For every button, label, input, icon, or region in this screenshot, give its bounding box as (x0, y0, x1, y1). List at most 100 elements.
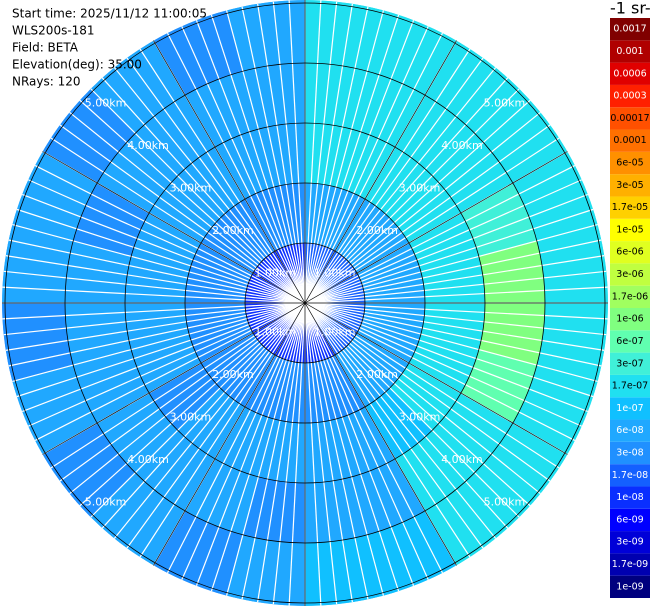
colorbar-cell (610, 285, 650, 308)
colorbar-cell (610, 151, 650, 175)
header-line: WLS200s-181 (12, 24, 95, 38)
colorbar-cell (610, 129, 650, 152)
ray-gap (304, 99, 531, 304)
ray-gap (79, 99, 306, 304)
ray-gap (241, 6, 306, 304)
colorbar-label: 6e-05 (616, 158, 643, 169)
ray-gap (113, 302, 306, 539)
ray-gap (27, 179, 306, 304)
ray-gap (304, 193, 589, 304)
ray-gap (101, 302, 306, 529)
range-label: 1.00km (314, 326, 356, 339)
colorbar-label: 3e-07 (616, 358, 643, 369)
colorbar-cell (610, 107, 650, 130)
ray-gap (304, 88, 520, 304)
ray-gap (304, 302, 415, 587)
range-label: 4.00km (127, 453, 169, 466)
range-ring (184, 182, 426, 424)
ray-gap (304, 10, 385, 304)
range-label: 2.00km (356, 224, 398, 237)
spoke (304, 40, 457, 304)
ray-gap (288, 0, 306, 304)
colorbar-label: 6e-07 (616, 336, 643, 347)
colorbar-label: 0.0001 (613, 135, 646, 146)
ray-gap (304, 302, 484, 549)
ray-gap (12, 223, 306, 304)
ray-gap (304, 302, 605, 351)
range-label: 3.00km (399, 411, 441, 424)
colorbar-label: 1e-05 (616, 224, 643, 235)
ray-gap (304, 302, 583, 427)
colorbar-label: 6e-08 (616, 425, 643, 436)
ray-gap (69, 302, 306, 495)
range-ring (64, 62, 546, 544)
range-label: 4.00km (441, 139, 483, 152)
ray-gap (304, 48, 471, 304)
ray-gap (126, 302, 306, 549)
ray-gap (257, 3, 306, 304)
range-label: 5.00km (85, 97, 127, 110)
ray-gap (101, 77, 306, 304)
ray-gap (304, 77, 509, 304)
ray-gap (79, 302, 306, 507)
ray-gap (126, 57, 306, 304)
ray-gap (304, 124, 551, 304)
ray-gap (304, 223, 598, 304)
ray-gap (59, 302, 306, 482)
range-label: 5.00km (484, 97, 526, 110)
ray-gap (34, 164, 306, 304)
ray-gap (225, 10, 306, 304)
ray-gap (195, 19, 306, 304)
ray-gap (288, 302, 306, 606)
ray-gap (304, 111, 541, 304)
ray-gap (304, 302, 602, 367)
range-label: 3.00km (399, 181, 441, 194)
ray-gap (27, 302, 306, 427)
ray-gap (304, 302, 576, 442)
ray-gap (304, 302, 429, 581)
ray-gap (304, 137, 560, 304)
colorbar-cell (610, 553, 650, 576)
ray-gap (304, 25, 429, 304)
header-line: Start time: 2025/11/12 11:00:05 (12, 7, 207, 21)
ray-gap (304, 286, 608, 304)
range-label: 2.00km (356, 368, 398, 381)
range-label: 1.00km (255, 326, 297, 339)
header-line: NRays: 120 (12, 75, 81, 89)
colorbar-label: 0.001 (616, 46, 643, 57)
range-label: 2.00km (212, 368, 254, 381)
colorbar-label: 0.0017 (613, 24, 646, 35)
ray-gap (210, 14, 306, 304)
ray-gap (304, 302, 551, 482)
ray-gap (139, 48, 306, 304)
ray-gap (304, 302, 497, 539)
colorbar-cell (610, 575, 650, 598)
colorbar-cell (610, 397, 650, 420)
range-ring (124, 122, 486, 484)
ray-gap (16, 208, 306, 304)
ray-gap (304, 32, 444, 304)
range-label: 1.00km (314, 266, 356, 279)
colorbar-cell (610, 174, 650, 197)
ray-gap (12, 302, 306, 383)
ray-gap (304, 302, 541, 495)
ray-gap (21, 193, 306, 304)
range-label: 3.00km (170, 411, 212, 424)
ray-gap (8, 302, 306, 367)
ray-gap (304, 19, 415, 304)
colorbar-label: 1e-07 (616, 403, 643, 414)
ray-gap (90, 88, 306, 304)
ray-gap (304, 302, 594, 398)
colorbar-cell (610, 419, 650, 442)
colorbar-label: 3e-08 (616, 448, 643, 459)
ray-gap (304, 6, 369, 304)
spoke (153, 40, 306, 304)
colorbar-label: 1.7e-05 (612, 202, 648, 213)
ray-gap (195, 302, 306, 587)
colorbar-label: 3e-05 (616, 180, 643, 191)
ray-gap (59, 124, 306, 304)
ray-gap (2, 286, 306, 304)
ray-gap (304, 302, 471, 558)
